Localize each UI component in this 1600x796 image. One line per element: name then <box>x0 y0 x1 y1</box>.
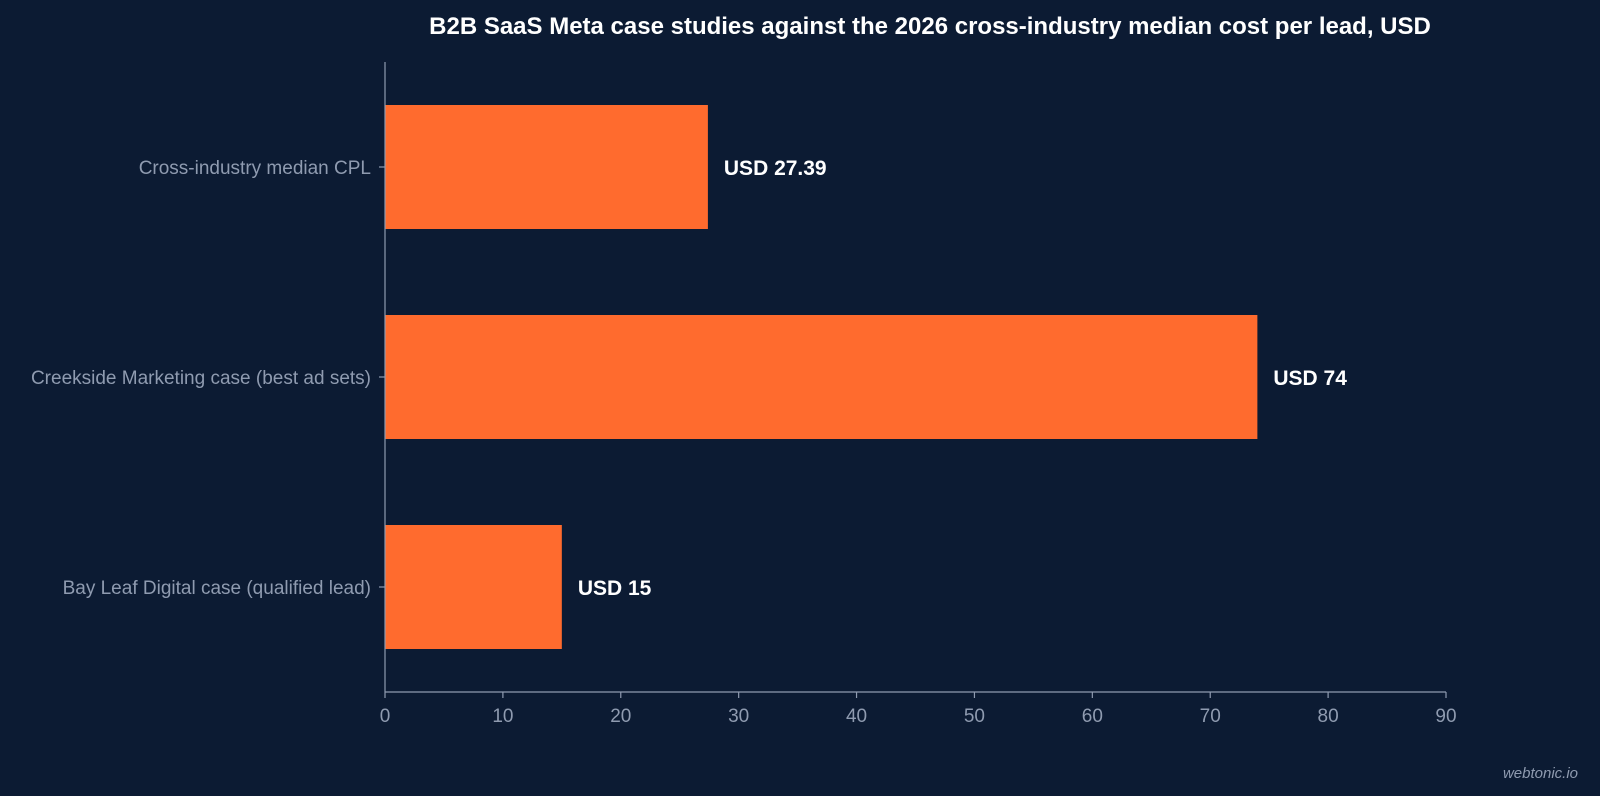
data-label-2: USD 15 <box>578 577 652 600</box>
chart-title: B2B SaaS Meta case studies against the 2… <box>429 13 1431 40</box>
data-label-1: USD 74 <box>1273 367 1347 390</box>
axes-layer: Cross-industry median CPL Creekside Marke… <box>31 62 1457 727</box>
x-tick-label-0: 0 <box>380 706 391 727</box>
category-label-1: Creekside Marketing case (best ad sets) <box>31 368 371 389</box>
category-label-0: Cross-industry median CPL <box>139 158 371 179</box>
bar-2 <box>385 525 562 649</box>
x-tick-label-8: 80 <box>1318 706 1339 727</box>
x-tick-label-9: 90 <box>1435 706 1456 727</box>
x-tick-label-5: 50 <box>964 706 985 727</box>
category-label-2: Bay Leaf Digital case (qualified lead) <box>63 578 371 599</box>
bar-1 <box>385 315 1258 439</box>
bars-layer: USD 27.39 USD 74 USD 15 <box>385 105 1347 649</box>
data-label-0: USD 27.39 <box>724 157 827 180</box>
x-tick-label-7: 70 <box>1200 706 1221 727</box>
watermark-text: webtonic.io <box>1503 765 1578 782</box>
x-tick-label-3: 30 <box>728 706 749 727</box>
x-tick-label-6: 60 <box>1082 706 1103 727</box>
x-tick-label-2: 20 <box>610 706 631 727</box>
x-tick-label-4: 40 <box>846 706 867 727</box>
x-tick-label-1: 10 <box>492 706 513 727</box>
bar-0 <box>385 105 708 229</box>
